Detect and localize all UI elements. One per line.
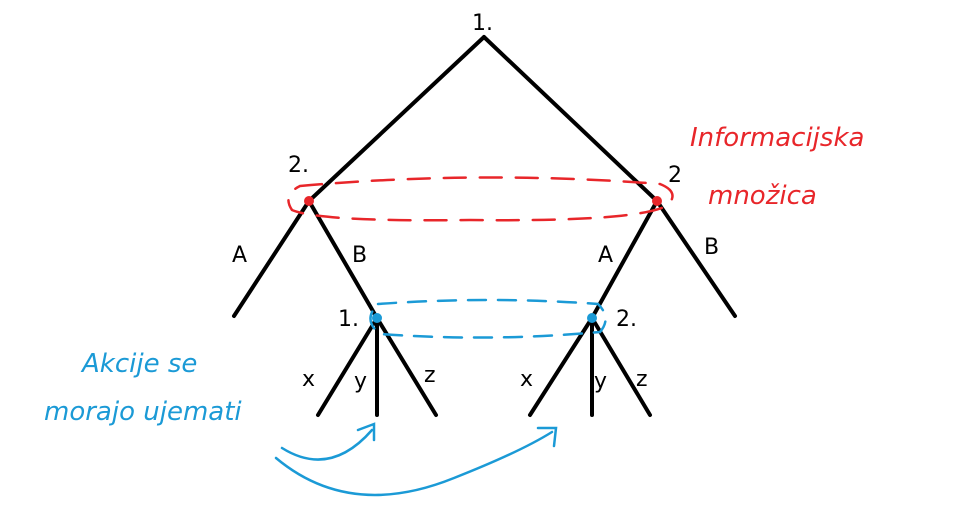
right-action-a: A xyxy=(598,243,613,268)
left-action-b: B xyxy=(352,243,367,268)
right-action-b: B xyxy=(704,235,719,260)
node-subright-blue xyxy=(587,313,597,323)
root-player-label: 1. xyxy=(472,11,493,36)
node-subleft-blue xyxy=(372,313,382,323)
node-left-red xyxy=(304,196,314,206)
sub-left-action-y: y xyxy=(354,369,367,394)
info-set-red-outline xyxy=(287,176,674,222)
node-right-red xyxy=(652,196,662,206)
edge-subright-z xyxy=(590,316,652,417)
edge-left-a xyxy=(232,199,311,318)
sub-left-player-label: 1. xyxy=(338,307,359,332)
actions-note-line1: Akcije se xyxy=(80,349,197,379)
edge-subleft-x xyxy=(316,316,379,417)
sub-right-player-label: 2. xyxy=(616,307,637,332)
right-player-label: 2 xyxy=(668,163,682,188)
arrow-to-left-y xyxy=(280,428,374,461)
edge-right-a xyxy=(590,199,659,320)
left-player-label: 2. xyxy=(288,153,309,178)
sub-left-action-z: z xyxy=(424,363,436,388)
edge-right-b xyxy=(655,199,737,318)
edge-root-left xyxy=(307,35,486,203)
actions-note-line2: morajo ujemati xyxy=(44,397,242,427)
sub-right-action-y: y xyxy=(594,369,607,394)
arrow-to-right-y-head xyxy=(536,426,558,448)
left-action-a: A xyxy=(232,243,247,268)
info-set-blue-outline xyxy=(369,298,607,339)
sub-left-action-x: x xyxy=(302,367,315,392)
edge-root-right xyxy=(482,35,659,203)
sub-right-action-z: z xyxy=(636,367,648,392)
arrow-to-right-y xyxy=(274,430,554,497)
info-set-title-line2: množica xyxy=(708,181,817,211)
arrow-to-left-y-head xyxy=(356,422,376,442)
edge-left-b xyxy=(307,199,379,320)
edge-subright-x xyxy=(528,316,594,417)
info-set-title-line1: Informacijska xyxy=(690,123,864,153)
sub-right-action-x: x xyxy=(520,367,533,392)
